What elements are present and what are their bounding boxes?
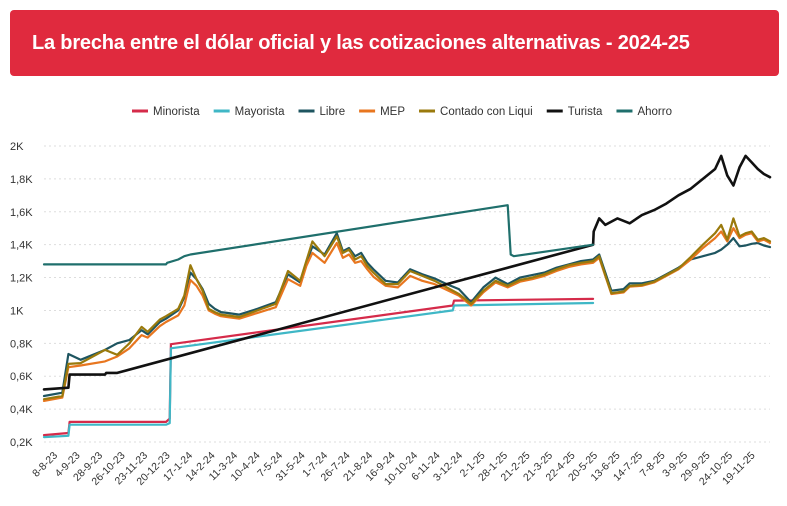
- y-tick-label: 1,4K: [10, 240, 33, 252]
- series-line-contado-con-liqui: [42, 217, 772, 401]
- legend-label: Ahorro: [637, 106, 672, 118]
- legend-label: Mayorista: [235, 106, 285, 118]
- legend-label: Minorista: [153, 106, 200, 118]
- y-tick-label: 1,6K: [10, 207, 33, 219]
- y-tick-label: 0,2K: [10, 437, 33, 449]
- legend-label: MEP: [380, 106, 405, 118]
- series-line-turista: [42, 154, 772, 391]
- legend-label: Contado con Liqui: [440, 106, 533, 118]
- y-tick-label: 1K: [10, 305, 24, 317]
- y-tick-label: 1,2K: [10, 273, 33, 285]
- legend-label: Libre: [320, 106, 346, 118]
- series-line-ahorro: [42, 204, 595, 266]
- chart-title: La brecha entre el dólar oficial y las c…: [32, 31, 690, 54]
- series-line-mayorista: [42, 301, 595, 439]
- y-tick-label: 2K: [10, 141, 24, 153]
- y-tick-label: 0,4K: [10, 404, 33, 416]
- y-tick-label: 0,8K: [10, 338, 33, 350]
- chart-title-bar: La brecha entre el dólar oficial y las c…: [10, 10, 779, 76]
- legend-label: Turista: [568, 106, 603, 118]
- y-tick-label: 1,8K: [10, 174, 33, 186]
- y-tick-label: 0,6K: [10, 371, 33, 383]
- series-line-libre: [42, 232, 772, 398]
- series-line-mep: [42, 227, 772, 402]
